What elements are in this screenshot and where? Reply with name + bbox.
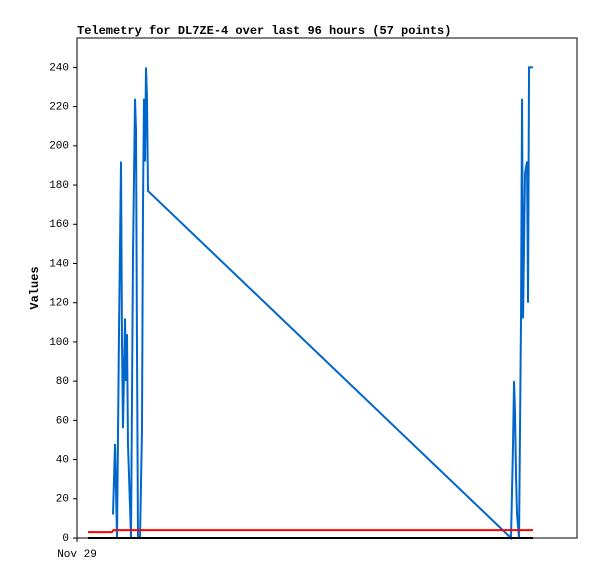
chart-title: Telemetry for DL7ZE-4 over last 96 hours… xyxy=(77,24,451,38)
y-tick-label: 60 xyxy=(56,415,69,427)
y-tick-label: 140 xyxy=(49,258,69,270)
series-line xyxy=(111,66,534,541)
y-tick-label: 80 xyxy=(56,376,69,388)
y-tick-label: 200 xyxy=(49,141,69,153)
y-tick-label: 0 xyxy=(62,533,69,545)
y-axis-label: Values xyxy=(28,266,42,309)
y-tick-label: 100 xyxy=(49,337,69,349)
plot-frame xyxy=(76,37,578,539)
y-tick-label: 240 xyxy=(49,62,69,74)
y-tick-label: 220 xyxy=(49,102,69,114)
y-tick-label: 40 xyxy=(56,454,69,466)
x-tick-label: Nov 29 xyxy=(57,549,97,561)
y-tick-label: 120 xyxy=(49,298,69,310)
y-tick-label: 160 xyxy=(49,219,69,231)
y-tick-label: 180 xyxy=(49,180,69,192)
series-line xyxy=(87,529,534,534)
y-tick-label: 20 xyxy=(56,494,69,506)
